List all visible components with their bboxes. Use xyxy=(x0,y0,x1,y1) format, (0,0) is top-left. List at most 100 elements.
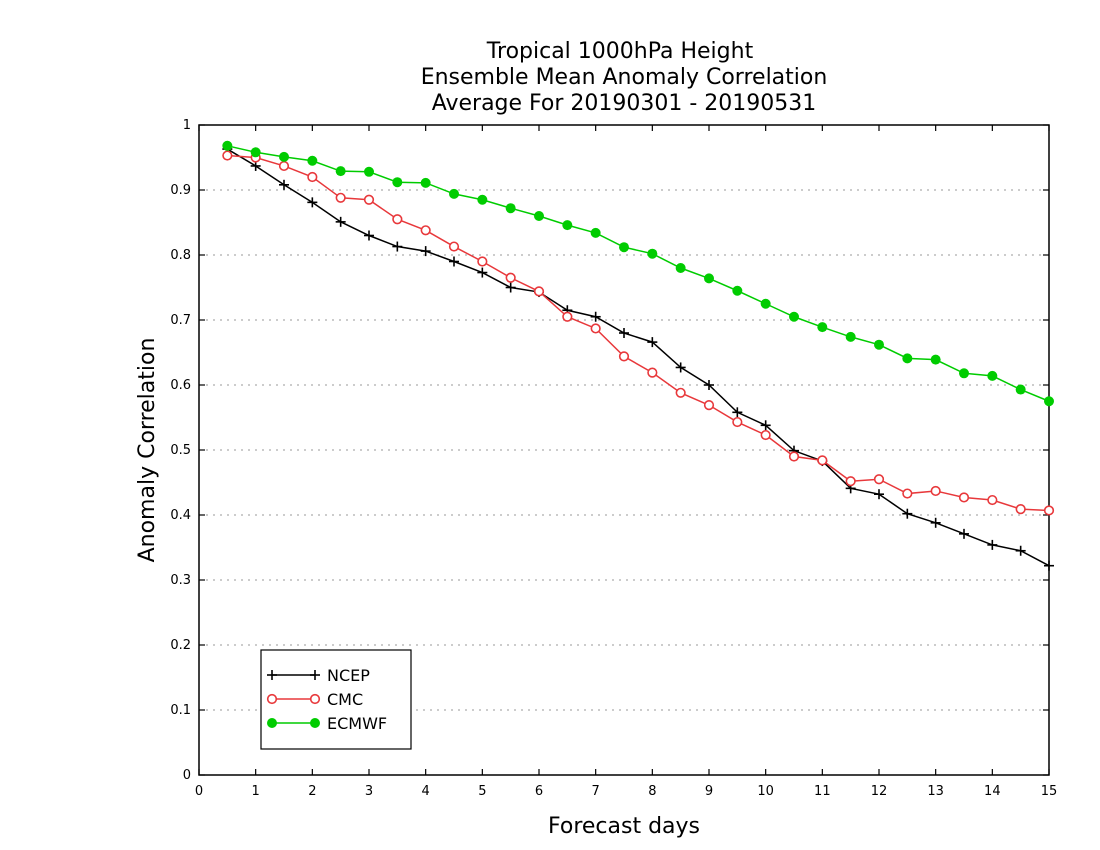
data-point-ncep xyxy=(364,230,374,241)
data-point-ncep xyxy=(392,241,403,252)
x-tick-label: 12 xyxy=(871,784,888,799)
series-cmc xyxy=(222,150,1055,516)
data-point-cmc xyxy=(335,192,346,203)
x-tick-label: 13 xyxy=(927,784,944,799)
data-point-ecmwf xyxy=(760,298,771,309)
data-point-ecmwf xyxy=(1044,396,1054,407)
legend-marker-ncep xyxy=(267,670,277,680)
data-point-cmc xyxy=(505,272,516,283)
data-point-ncep xyxy=(619,328,629,338)
data-point-cmc xyxy=(420,225,431,236)
data-point-cmc xyxy=(1015,504,1026,515)
data-point-ncep xyxy=(987,539,998,550)
grid-lines xyxy=(199,189,1049,711)
legend: NCEP CMC ECMWF xyxy=(260,649,412,750)
series-line-ncep xyxy=(226,148,1050,567)
data-point-ncep xyxy=(420,246,431,257)
y-axis-label: Anomaly Correlation xyxy=(135,338,160,563)
data-point-ecmwf xyxy=(619,242,629,253)
data-point-ecmwf xyxy=(704,273,714,284)
data-point-ecmwf xyxy=(590,227,601,238)
series-ecmwf xyxy=(222,140,1054,407)
data-point-ecmwf xyxy=(647,248,658,259)
y-tick-label: 0.2 xyxy=(170,638,191,653)
data-point-cmc xyxy=(987,494,998,506)
data-point-cmc xyxy=(703,400,715,411)
legend-item-ncep: NCEP xyxy=(267,666,370,685)
y-tick-label: 0.9 xyxy=(170,183,191,198)
series-ncep xyxy=(222,144,1054,571)
data-point-cmc xyxy=(760,429,771,441)
data-point-ncep xyxy=(732,407,743,418)
y-tick-label: 0.5 xyxy=(170,443,191,458)
data-point-cmc xyxy=(845,476,856,487)
data-point-cmc xyxy=(307,171,318,183)
data-point-ecmwf xyxy=(477,194,488,205)
data-point-ecmwf xyxy=(959,368,969,379)
legend-label-ecmwf: ECMWF xyxy=(327,714,387,733)
legend-label-cmc: CMC xyxy=(327,690,363,709)
x-tick-label: 3 xyxy=(365,784,373,799)
data-point-cmc xyxy=(533,286,545,297)
data-point-cmc xyxy=(647,367,658,378)
data-point-ecmwf xyxy=(534,211,544,221)
data-point-ncep xyxy=(279,179,289,190)
data-point-cmc xyxy=(902,488,913,499)
data-point-cmc xyxy=(1043,505,1055,516)
data-point-ecmwf xyxy=(562,220,573,231)
data-point-ecmwf xyxy=(505,203,516,214)
data-point-cmc xyxy=(222,150,233,161)
y-tick-label: 0.6 xyxy=(170,378,191,393)
data-point-ecmwf xyxy=(420,177,431,188)
x-tick-label: 10 xyxy=(757,784,774,799)
data-point-ncep xyxy=(307,197,318,208)
legend-marker-ecmwf xyxy=(267,718,277,728)
data-point-cmc xyxy=(873,474,885,485)
data-point-cmc xyxy=(392,214,403,225)
data-point-ecmwf xyxy=(222,140,233,151)
data-point-ecmwf xyxy=(449,188,459,199)
chart-title-line-2: Ensemble Mean Anomaly Correlation xyxy=(421,65,828,90)
series-line-ecmwf xyxy=(227,145,1050,402)
data-point-cmc xyxy=(958,492,970,503)
data-point-ncep xyxy=(704,380,714,390)
y-tick-label: 0.7 xyxy=(170,313,191,328)
data-point-cmc xyxy=(562,311,573,322)
data-point-ncep xyxy=(477,267,488,278)
data-point-ecmwf xyxy=(392,177,403,188)
x-tick-label: 4 xyxy=(422,784,430,799)
data-point-ncep xyxy=(335,216,346,227)
x-tick-label: 6 xyxy=(535,784,543,799)
legend-item-cmc: CMC xyxy=(266,690,363,709)
x-tick-label: 0 xyxy=(195,784,203,799)
data-point-ecmwf xyxy=(732,285,743,296)
data-point-ecmwf xyxy=(250,147,261,158)
series-line-cmc xyxy=(227,154,1050,512)
data-point-cmc xyxy=(675,387,686,398)
data-point-ncep xyxy=(590,311,601,322)
x-tick-label: 5 xyxy=(478,784,486,799)
data-point-ecmwf xyxy=(817,322,828,333)
legend-marker-ncep xyxy=(310,670,320,680)
x-axis-ticks: 0 1 2 3 4 5 6 7 8 9 10 11 12 13 14 15 xyxy=(195,125,1057,799)
legend-marker-ecmwf xyxy=(310,718,320,728)
data-point-cmc xyxy=(590,323,601,334)
data-point-ecmwf xyxy=(987,370,998,381)
data-point-ncep xyxy=(449,256,459,267)
data-point-cmc xyxy=(278,160,290,172)
series-group xyxy=(222,140,1055,571)
chart-title: Tropical 1000hPa Height Ensemble Mean An… xyxy=(421,39,828,116)
data-point-cmc xyxy=(618,351,630,362)
x-tick-label: 7 xyxy=(592,784,600,799)
x-tick-label: 14 xyxy=(984,784,1001,799)
data-point-ecmwf xyxy=(789,311,799,322)
data-point-ecmwf xyxy=(307,155,318,166)
x-axis-label: Forecast days xyxy=(548,814,700,839)
data-point-ncep xyxy=(959,528,969,539)
data-point-ncep xyxy=(1044,560,1054,571)
x-tick-label: 1 xyxy=(252,784,260,799)
data-point-ncep xyxy=(930,517,941,528)
data-point-ecmwf xyxy=(845,331,856,342)
data-point-ecmwf xyxy=(902,353,913,364)
